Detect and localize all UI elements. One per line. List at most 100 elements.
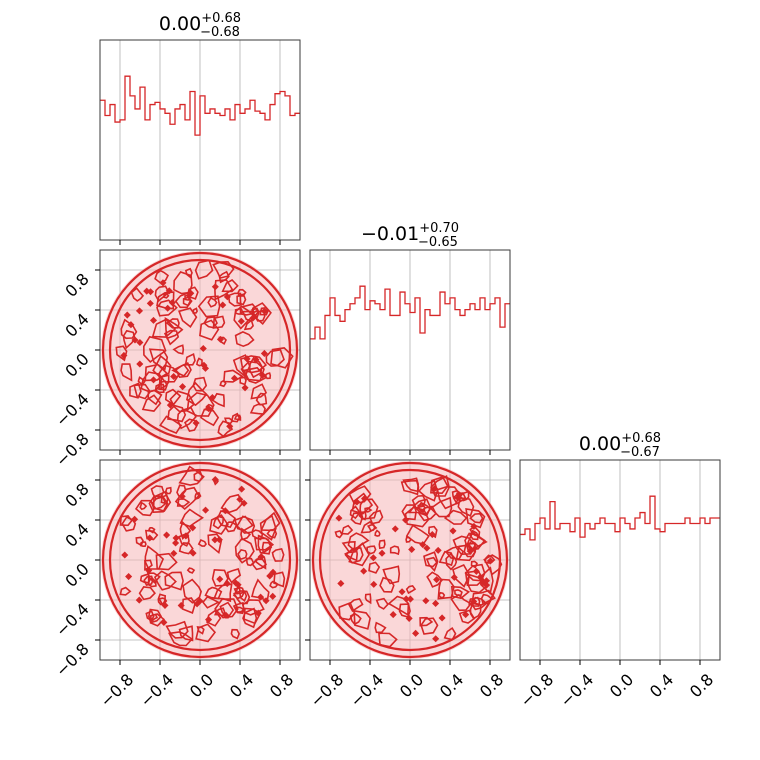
density-peak — [192, 419, 200, 427]
density-peak — [405, 614, 413, 622]
density-contour — [375, 597, 389, 610]
panel-content — [100, 75, 300, 136]
density-contour — [182, 296, 193, 307]
density-contour — [438, 550, 455, 567]
density-contour — [171, 363, 190, 377]
density-contour — [151, 495, 167, 510]
title-minus: −0.65 — [418, 235, 458, 250]
density-contour — [179, 508, 204, 528]
panel-2-1: −0.8 −0.4 0.0 0.4 0.8 — [305, 459, 511, 711]
density-peak — [422, 597, 430, 605]
density-peak — [369, 554, 377, 562]
density-contour — [144, 545, 165, 570]
density-peak — [476, 573, 484, 581]
density-peak — [163, 531, 171, 539]
density-contour — [233, 586, 241, 595]
density-contour — [147, 577, 157, 588]
density-contour — [378, 632, 398, 648]
x-tick-label: −0.8 — [306, 670, 347, 711]
density-contour-outer — [311, 461, 509, 659]
density-contour — [405, 536, 413, 543]
density-contour — [452, 535, 477, 556]
density-peak — [215, 536, 223, 544]
density-contour — [242, 366, 268, 384]
density-contour — [445, 552, 458, 571]
x-tick-label: 0.8 — [686, 670, 717, 701]
density-contour — [349, 505, 361, 520]
density-peak — [211, 283, 219, 291]
density-contour — [141, 394, 162, 412]
density-contour — [351, 492, 374, 515]
density-peak — [189, 524, 197, 532]
density-peak — [259, 371, 267, 379]
density-peak — [170, 372, 178, 381]
density-contour — [154, 269, 170, 284]
density-contour — [209, 514, 229, 535]
title-median: 0.00 — [159, 13, 201, 35]
density-peak — [161, 601, 169, 609]
density-peak — [149, 376, 158, 384]
title-median: −0.01 — [361, 223, 419, 245]
density-contour — [450, 585, 471, 600]
panel-1-1: −0.01+0.70 −0.65 — [309, 221, 511, 455]
density-contour — [402, 477, 420, 493]
density-contour — [200, 408, 220, 427]
panel-0-0: 0.00+0.68 −0.68 — [99, 11, 301, 245]
density-contour — [195, 623, 217, 643]
density-peak — [135, 596, 143, 604]
density-contour — [119, 586, 132, 596]
density-contour — [230, 412, 241, 423]
density-contour — [156, 291, 175, 310]
density-peak — [470, 522, 478, 530]
density-contour — [212, 260, 235, 279]
x-tick-label: 0.8 — [266, 670, 297, 701]
density-peak — [182, 532, 190, 540]
density-contour — [344, 546, 359, 562]
density-peak — [249, 314, 257, 322]
density-peak — [164, 304, 172, 312]
density-contour — [139, 541, 147, 548]
x-tick-label: 0.0 — [606, 670, 637, 701]
density-contour — [178, 465, 205, 486]
panel-title: 0.00+0.68 −0.68 — [159, 11, 241, 40]
density-peak — [127, 321, 135, 329]
density-peak — [432, 599, 440, 607]
density-peak — [136, 338, 144, 347]
density-peak — [159, 279, 167, 287]
density-contour — [233, 414, 242, 422]
density-contour — [149, 613, 159, 622]
y-tick-label: 0.8 — [61, 269, 92, 300]
density-contour — [334, 529, 343, 539]
density-contour — [167, 631, 194, 647]
density-peak — [189, 549, 197, 557]
density-peak — [423, 544, 431, 552]
density-contour-outer — [101, 251, 299, 449]
density-contour — [350, 512, 363, 526]
density-peak — [378, 549, 386, 557]
density-contour — [194, 491, 202, 501]
density-peak — [243, 355, 251, 363]
density-peak — [419, 541, 427, 549]
density-contour — [382, 565, 401, 585]
y-tick-label: 0.4 — [61, 309, 92, 340]
density-contour — [122, 329, 136, 350]
density-peak — [398, 588, 406, 596]
density-contour — [178, 625, 194, 642]
density-contour — [184, 294, 192, 301]
density-peak — [147, 288, 155, 296]
density-contour — [418, 505, 437, 522]
density-peak — [428, 531, 436, 539]
density-contour — [139, 501, 148, 511]
y-tick-label: −0.4 — [52, 599, 93, 640]
density-contour — [133, 383, 152, 400]
density-peak — [412, 629, 420, 637]
density-contour — [443, 626, 457, 641]
density-contour — [241, 599, 265, 616]
density-peak — [222, 611, 230, 619]
density-contour — [344, 547, 364, 564]
density-peak — [432, 635, 440, 643]
density-contour — [242, 607, 258, 629]
density-contour — [239, 303, 259, 316]
density-peak — [370, 580, 378, 588]
density-contour — [157, 364, 181, 383]
